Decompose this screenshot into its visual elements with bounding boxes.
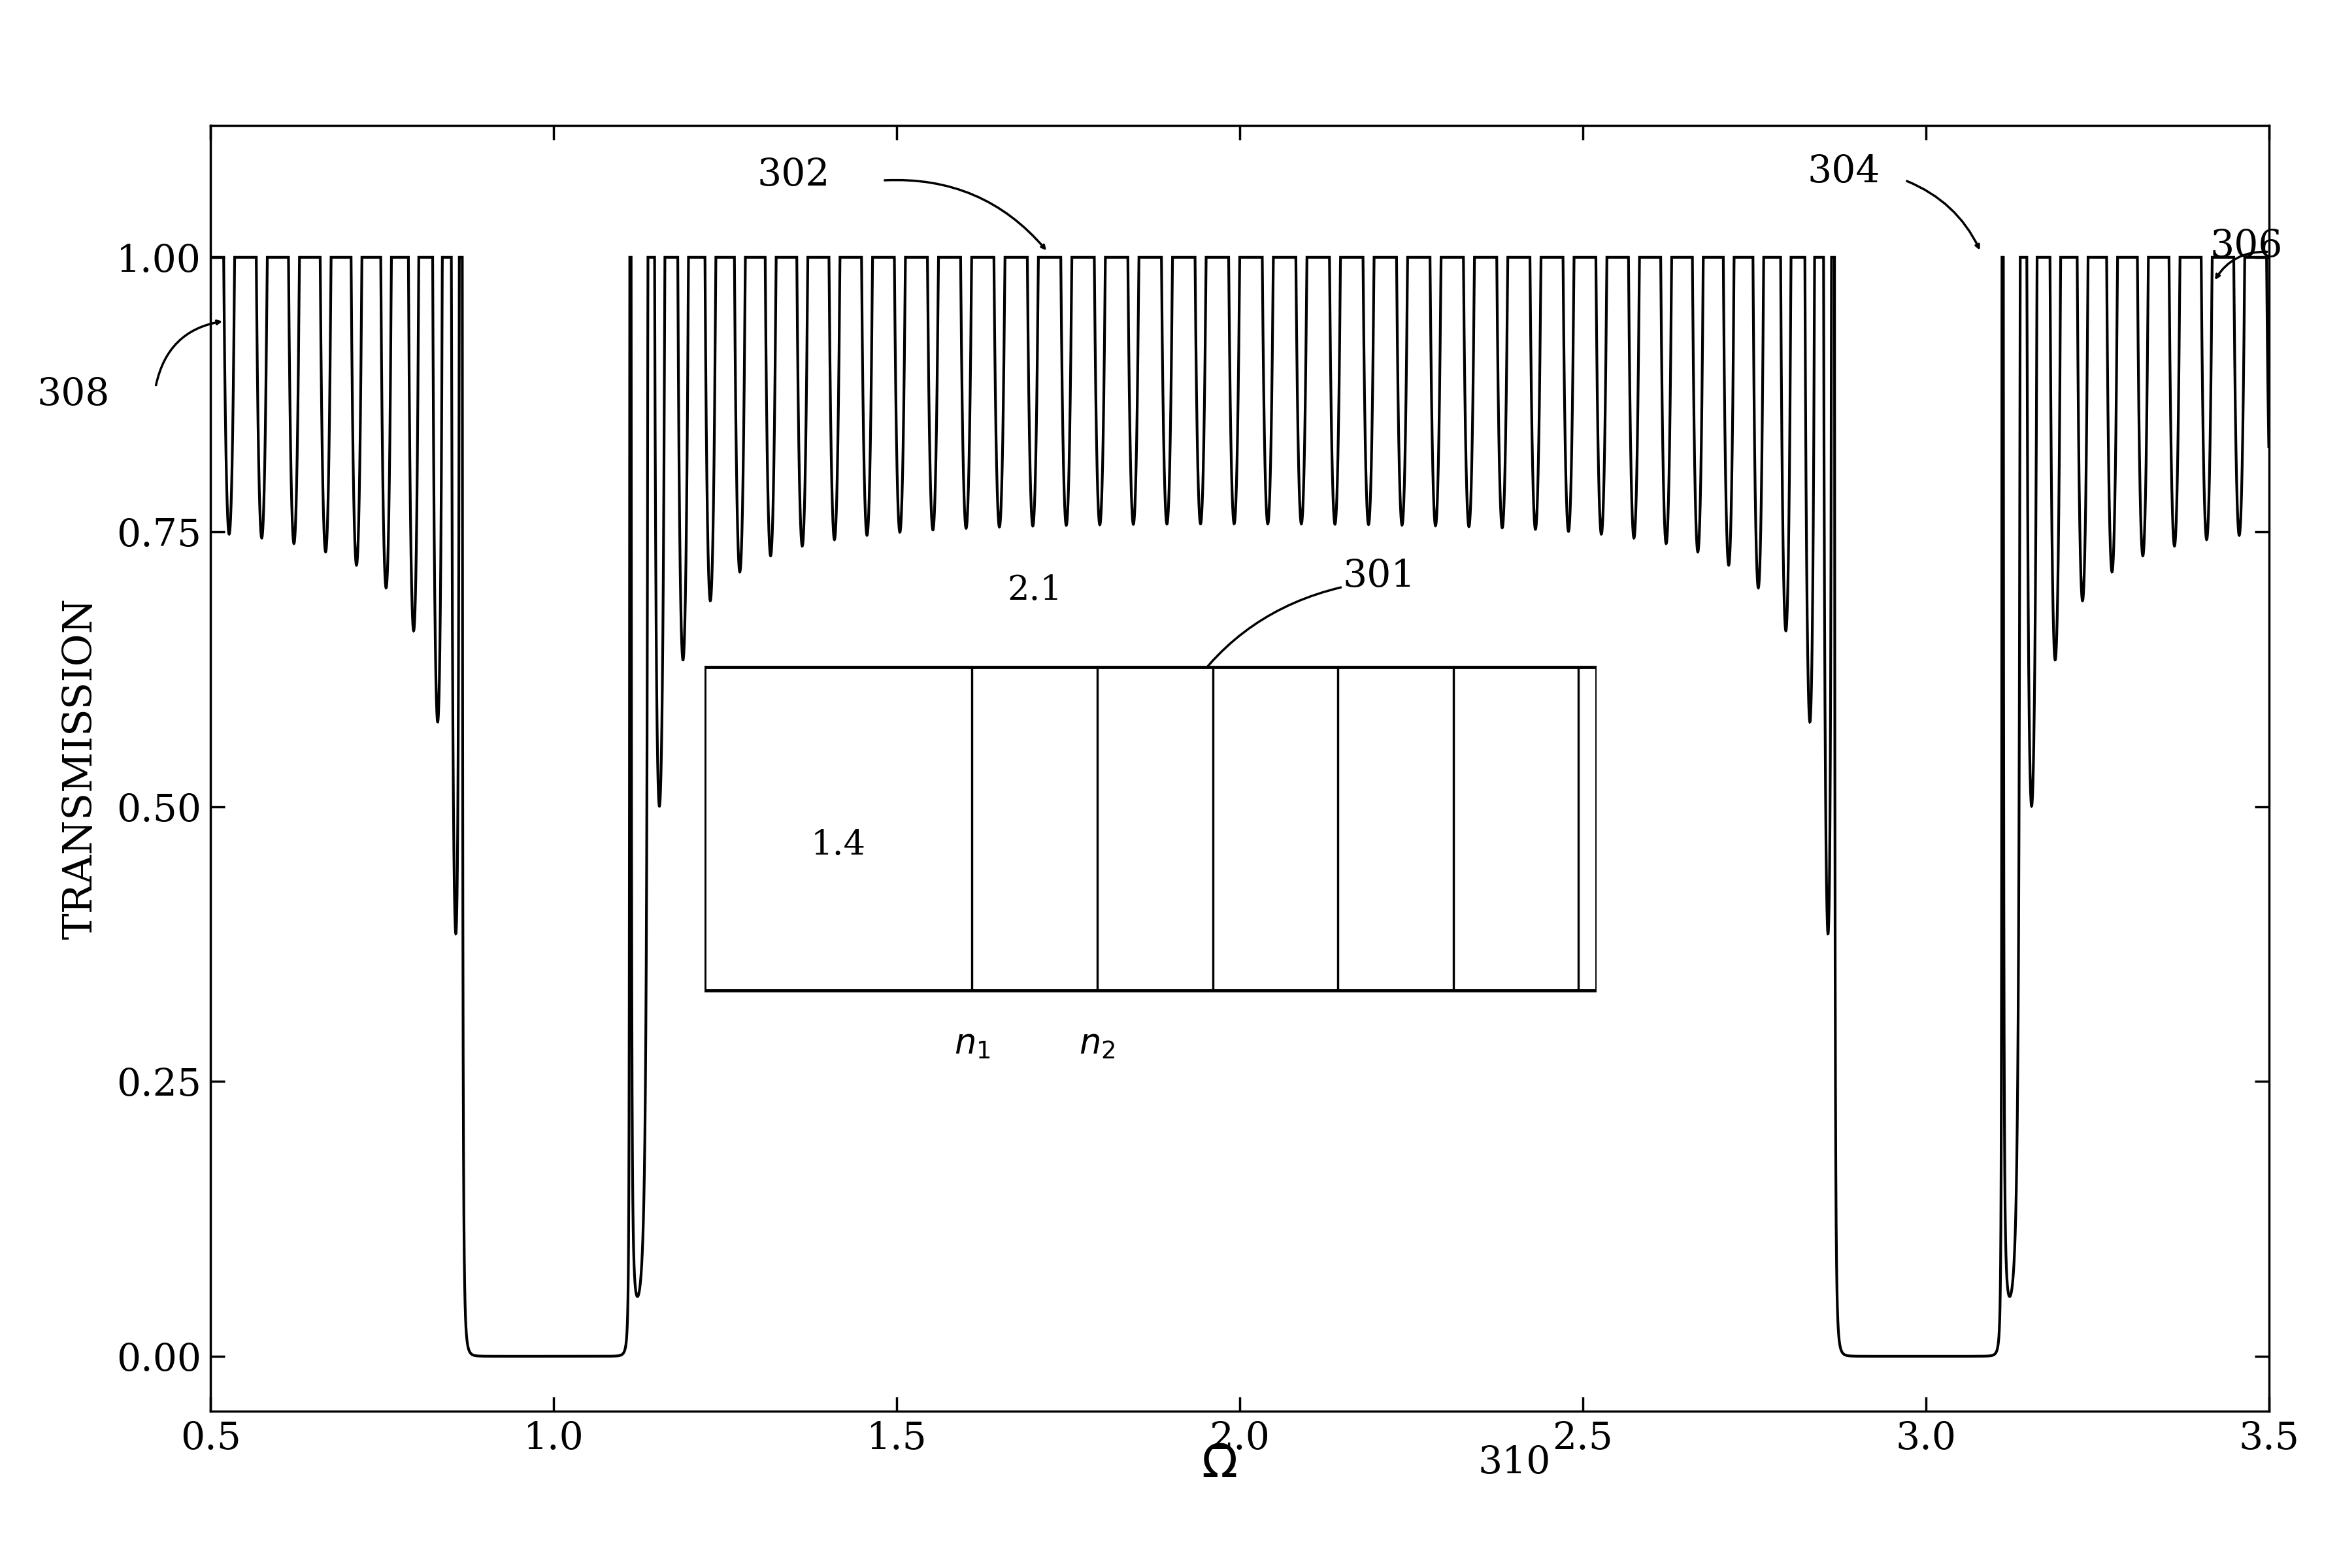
- Text: 310: 310: [1478, 1444, 1551, 1482]
- Y-axis label: TRANSMISSION: TRANSMISSION: [61, 597, 101, 939]
- Text: 302: 302: [758, 157, 830, 193]
- Text: 304: 304: [1808, 154, 1881, 190]
- Text: 308: 308: [37, 376, 110, 412]
- Text: 301: 301: [1343, 558, 1415, 594]
- Text: 306: 306: [2210, 227, 2283, 265]
- Text: $\Omega$: $\Omega$: [1202, 1441, 1237, 1486]
